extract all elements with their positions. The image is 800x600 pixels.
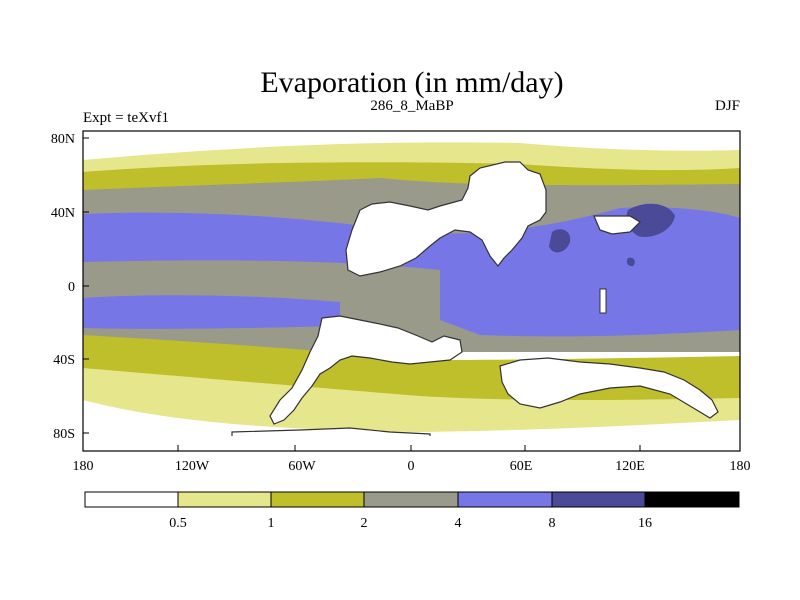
x-tick-label: 60E: [510, 459, 533, 474]
x-axis: 180 120W 60W 0 60E 120E 180: [73, 445, 751, 474]
dark-blue-max-small: [626, 257, 635, 267]
colorbar-swatch: [177, 491, 272, 508]
east-peninsula: [593, 215, 641, 235]
y-tick-label: 80N: [51, 132, 75, 147]
colorbar-label: 8: [549, 516, 556, 531]
y-tick-label: 80S: [53, 427, 75, 442]
colorbar-swatch: [644, 491, 740, 508]
y-axis: 80N 40N 0 40S 80S: [51, 132, 89, 442]
colorbar-label: 2: [361, 516, 368, 531]
dark-blue-max-east: [626, 203, 675, 238]
x-tick-label: 120W: [175, 459, 210, 474]
experiment-label: Expt = teXvf1: [83, 110, 169, 126]
colorbar-label: 0.5: [169, 516, 187, 531]
west-south-continent: [269, 315, 463, 425]
colorbar-label: 4: [455, 516, 462, 531]
eastern-south-continent: [499, 357, 719, 419]
colorbar-swatch: [551, 491, 646, 508]
time-label: 286_8_MaBP: [370, 98, 453, 114]
season-label: DJF: [715, 98, 740, 114]
map-title: Evaporation (in mm/day): [260, 66, 563, 99]
colorbar-swatch: [84, 491, 179, 508]
x-tick-label: 60W: [288, 459, 316, 474]
y-tick-label: 40S: [53, 353, 75, 368]
x-tick-label: 120E: [615, 459, 645, 474]
x-tick-label: 180: [73, 459, 94, 474]
x-tick-label: 0: [408, 459, 415, 474]
colorbar-swatch: [457, 491, 553, 508]
sh-subtropical-blue: [83, 295, 340, 329]
polar-strip: [83, 436, 740, 451]
north-continent: [345, 161, 547, 277]
colorbar-swatch: [270, 491, 365, 508]
colorbar-label: 16: [638, 516, 652, 531]
x-tick-label: 180: [730, 459, 751, 474]
colorbar: 0.5 1 2 4 8 16: [84, 491, 740, 531]
colorbar-swatch: [363, 491, 459, 508]
y-tick-label: 40N: [51, 206, 75, 221]
y-tick-label: 0: [68, 280, 75, 295]
dark-blue-max-center: [549, 229, 571, 253]
indian-ocean-blue: [440, 251, 740, 337]
small-island: [599, 288, 607, 314]
evaporation-field: [83, 131, 740, 451]
colorbar-label: 1: [268, 516, 275, 531]
